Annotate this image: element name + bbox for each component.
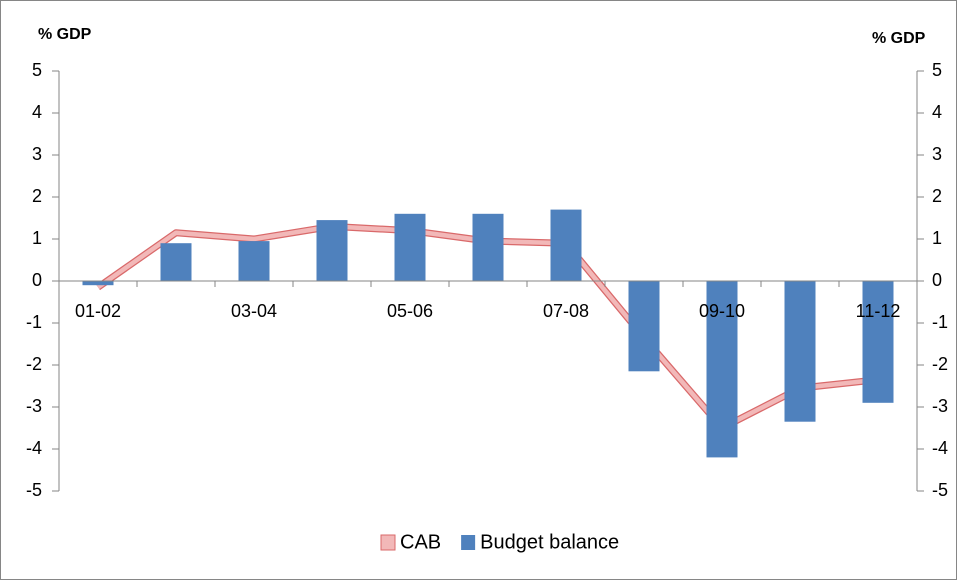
y-tick-label: 5 [32, 60, 42, 80]
y2-axis-title: % GDP [872, 30, 926, 47]
y-tick-label: -5 [26, 480, 42, 500]
x-tick-label: 09-10 [699, 301, 745, 321]
x-tick-label: 07-08 [543, 301, 589, 321]
y2-tick-label: 5 [932, 60, 942, 80]
y-axis-title: % GDP [38, 26, 92, 43]
bar [862, 281, 894, 403]
y-tick-label: -2 [26, 354, 42, 374]
y-tick-label: 3 [32, 144, 42, 164]
y2-tick-label: 1 [932, 228, 942, 248]
legend-swatch [461, 535, 476, 550]
y2-tick-label: -4 [932, 438, 948, 458]
bar [238, 241, 270, 281]
y2-tick-label: 3 [932, 144, 942, 164]
bar [316, 220, 348, 281]
bar [706, 281, 738, 458]
y-tick-label: 0 [32, 270, 42, 290]
y2-tick-label: 2 [932, 186, 942, 206]
bar [394, 213, 426, 281]
bar [550, 209, 582, 281]
y2-tick-label: -5 [932, 480, 948, 500]
x-tick-label: 11-12 [856, 301, 901, 321]
y-tick-label: 4 [32, 102, 42, 122]
y-tick-label: -3 [26, 396, 42, 416]
legend-label: Budget balance [480, 531, 619, 553]
bar [82, 281, 114, 286]
x-tick-label: 05-06 [387, 301, 433, 321]
y2-tick-label: 4 [932, 102, 942, 122]
x-tick-label: 01-02 [75, 301, 121, 321]
bar [628, 281, 660, 372]
y-tick-label: 2 [32, 186, 42, 206]
legend-swatch [380, 534, 396, 551]
bar [160, 243, 192, 281]
y2-tick-label: -1 [932, 312, 948, 332]
bar [784, 281, 816, 422]
y-tick-label: 1 [32, 228, 42, 248]
y2-tick-label: -3 [932, 396, 948, 416]
y-tick-label: -4 [26, 438, 42, 458]
y2-tick-label: -2 [932, 354, 948, 374]
bar [472, 213, 504, 281]
y-tick-label: -1 [26, 312, 42, 332]
legend-label: CAB [400, 531, 441, 553]
y2-tick-label: 0 [932, 270, 942, 290]
x-tick-label: 03-04 [231, 301, 277, 321]
